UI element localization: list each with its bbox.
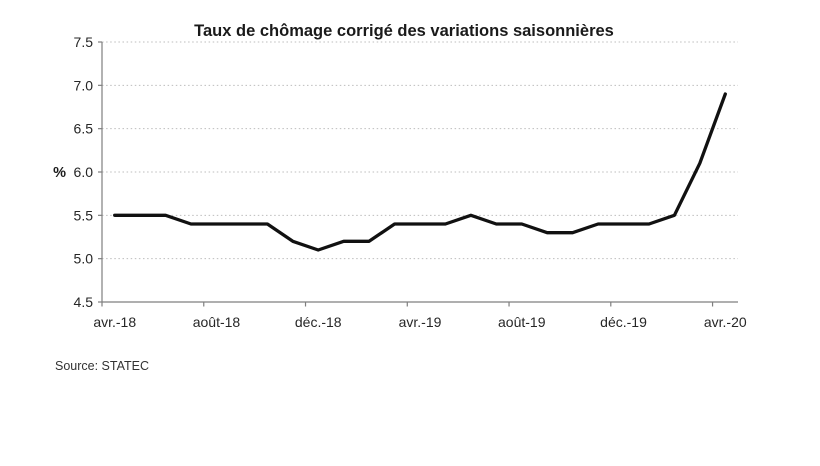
x-tick-label: août-19 (498, 314, 546, 330)
y-tick-label: 7.0 (74, 77, 94, 93)
axis-labels-group: 4.5 5.0 5.5 6.0 6.5 7.0 7.5 avr.-18 août-18 déc.-… (74, 34, 747, 330)
x-tick-label: déc.-18 (295, 314, 342, 330)
chart-title: Taux de chômage corrigé des variations s… (194, 22, 614, 40)
y-axis-unit-label: % (53, 165, 66, 181)
x-tick-label: avr.-18 (93, 314, 136, 330)
y-tick-label: 4.5 (74, 294, 94, 310)
y-tick-label: 7.5 (74, 34, 94, 50)
x-tick-label: avr.-19 (399, 314, 442, 330)
series-group (113, 92, 727, 252)
axes-group (98, 41, 738, 307)
x-tick-label: déc.-19 (600, 314, 647, 330)
source-note: Source: STATEC (55, 359, 149, 373)
x-tick-label: avr.-20 (704, 314, 747, 330)
y-tick-label: 5.5 (74, 207, 94, 223)
y-tick-label: 6.0 (74, 164, 94, 180)
gridlines-group (102, 41, 738, 260)
y-tick-label: 5.0 (74, 251, 94, 267)
series-line (113, 92, 727, 252)
x-tick-label: août-18 (193, 314, 241, 330)
y-tick-label: 6.5 (74, 121, 94, 137)
